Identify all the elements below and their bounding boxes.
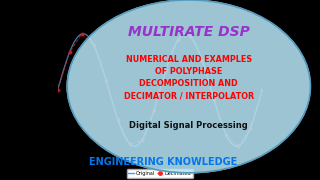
Text: NUMERICAL AND EXAMPLES
OF POLYPHASE
DECOMPOSITION AND
DECIMATOR / INTERPOLATOR: NUMERICAL AND EXAMPLES OF POLYPHASE DECO…: [124, 55, 254, 100]
Legend: Original, Decimated: Original, Decimated: [126, 169, 194, 177]
Text: MULTIRATE DSP: MULTIRATE DSP: [128, 25, 250, 39]
Text: Digital Signal Processing: Digital Signal Processing: [129, 122, 248, 130]
Text: ENGINEERING KNOWLEDGE: ENGINEERING KNOWLEDGE: [89, 157, 237, 167]
